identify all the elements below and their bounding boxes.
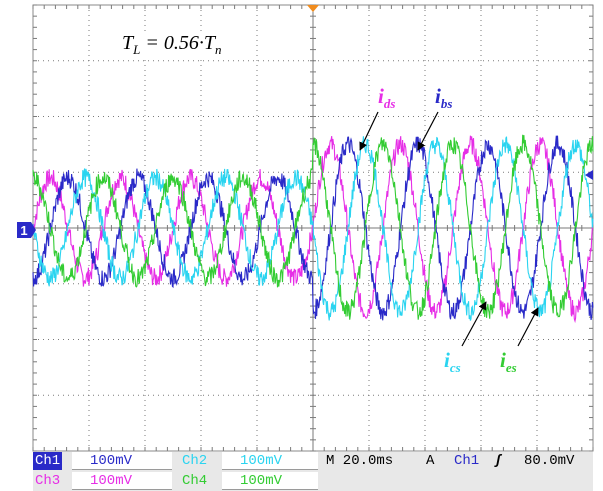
trigger-level: 80.0mV bbox=[524, 453, 575, 469]
eq-var2: T bbox=[203, 32, 215, 54]
ch2-label: Ch2 bbox=[182, 453, 208, 469]
arrow-ies bbox=[517, 307, 539, 347]
trace-ibs bbox=[32, 135, 594, 321]
trigger-mode: A bbox=[426, 453, 435, 469]
ch4-label: Ch4 bbox=[182, 473, 208, 489]
arrow-ibs bbox=[417, 111, 439, 151]
trace-ies bbox=[32, 134, 594, 320]
eq-mid: = 0.56· bbox=[140, 32, 204, 54]
ch1-label: Ch1 bbox=[33, 452, 63, 470]
series-label-ibs: ibs bbox=[435, 84, 453, 112]
trigger-level-marker bbox=[585, 170, 593, 180]
eq-sub2: n bbox=[214, 42, 222, 57]
ch1-scale: 100mV bbox=[72, 452, 172, 470]
ch3-label: Ch3 bbox=[35, 473, 61, 489]
trace-ics bbox=[32, 136, 594, 321]
load-torque-annotation: TL = 0.56·Tn bbox=[118, 32, 226, 58]
trigger-position-marker bbox=[307, 5, 319, 12]
eq-var: T bbox=[122, 32, 134, 54]
traces bbox=[32, 134, 594, 324]
series-label-ics: ics bbox=[444, 348, 461, 376]
ch2-scale: 100mV bbox=[222, 452, 318, 470]
annotation-arrows bbox=[359, 111, 539, 347]
trigger-slope: ʃ bbox=[494, 453, 503, 469]
channel-1-ground-marker: 1 bbox=[17, 222, 36, 238]
ch4-scale: 100mV bbox=[222, 472, 318, 490]
arrow-ids bbox=[359, 111, 379, 151]
trigger-source: Ch1 bbox=[454, 453, 480, 469]
eq-sub: L bbox=[133, 42, 141, 57]
series-label-ids: ids bbox=[378, 84, 396, 112]
ch3-scale: 100mV bbox=[72, 472, 172, 490]
arrow-ics bbox=[461, 301, 487, 347]
series-label-ies: ies bbox=[500, 348, 517, 376]
timebase: M 20.0ms bbox=[326, 453, 394, 469]
svg-text:1: 1 bbox=[20, 223, 27, 238]
